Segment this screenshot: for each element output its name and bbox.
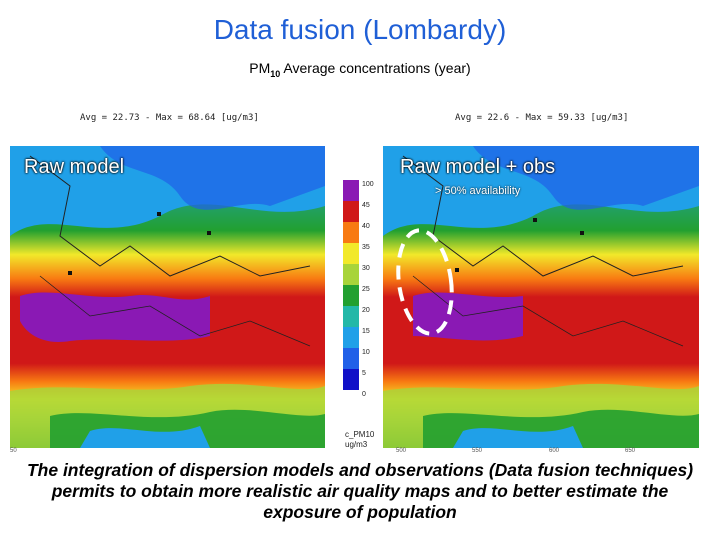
colorbar-cell (343, 264, 359, 285)
colorbar-tick-6: 20 (362, 307, 370, 314)
right-map-raster (383, 146, 699, 448)
axis-tick-1: 500 (396, 448, 407, 454)
colorbar-tick-9: 5 (362, 370, 366, 377)
left-panel-label: Raw model (24, 156, 125, 178)
subtitle-pm: PM (249, 60, 271, 76)
right-concentration-map (383, 146, 699, 448)
colorbar-cell (343, 306, 359, 327)
slide-title: Data fusion (Lombardy) (213, 14, 507, 45)
slide-caption: The integration of dispersion models and… (26, 460, 694, 522)
colorbar-cell (343, 348, 359, 369)
subtitle-rest: Average concentrations (year) (280, 60, 471, 76)
colorbar-cell (343, 285, 359, 306)
colorbar-cell (343, 180, 359, 201)
colorbar-tick-8: 10 (362, 349, 370, 356)
colorbar-tick-3: 35 (362, 244, 370, 251)
colorbar-cell (343, 222, 359, 243)
left-map-raster (10, 146, 325, 448)
colorbar-tick-4: 30 (362, 265, 370, 272)
colorbar-unit: ug/m3 (345, 440, 368, 449)
axis-tick-0: 50 (10, 448, 17, 454)
left-map-stats: Avg = 22.73 - Max = 68.64 [ug/m3] (80, 113, 259, 123)
colorbar-cell (343, 327, 359, 348)
colorbar-variable: c_PM10 (345, 430, 375, 439)
colorbar-tick-10: 0 (362, 391, 366, 398)
right-panel-label: Raw model + obs (400, 156, 556, 178)
left-concentration-map (10, 146, 325, 448)
colorbar-cell (343, 201, 359, 222)
colorbar-tick-0: 100 (362, 181, 374, 188)
axis-tick-3: 600 (549, 448, 560, 454)
colorbar-tick-1: 45 (362, 202, 370, 209)
colorbar-cell (343, 369, 359, 390)
axis-tick-2: 550 (472, 448, 483, 454)
subtitle-subscript: 10 (270, 68, 281, 79)
slide-subtitle: PM10 Average concentrations (year) (0, 60, 720, 79)
availability-note: > 50% availability (435, 185, 521, 197)
axis-tick-4: 650 (625, 448, 636, 454)
colorbar-tick-7: 15 (362, 328, 370, 335)
colorbar-tick-5: 25 (362, 286, 370, 293)
colorbar-legend (343, 180, 359, 390)
highlight-ellipse (396, 228, 454, 336)
right-map-stats: Avg = 22.6 - Max = 59.33 [ug/m3] (455, 113, 629, 123)
colorbar-cell (343, 243, 359, 264)
colorbar-tick-2: 40 (362, 223, 370, 230)
